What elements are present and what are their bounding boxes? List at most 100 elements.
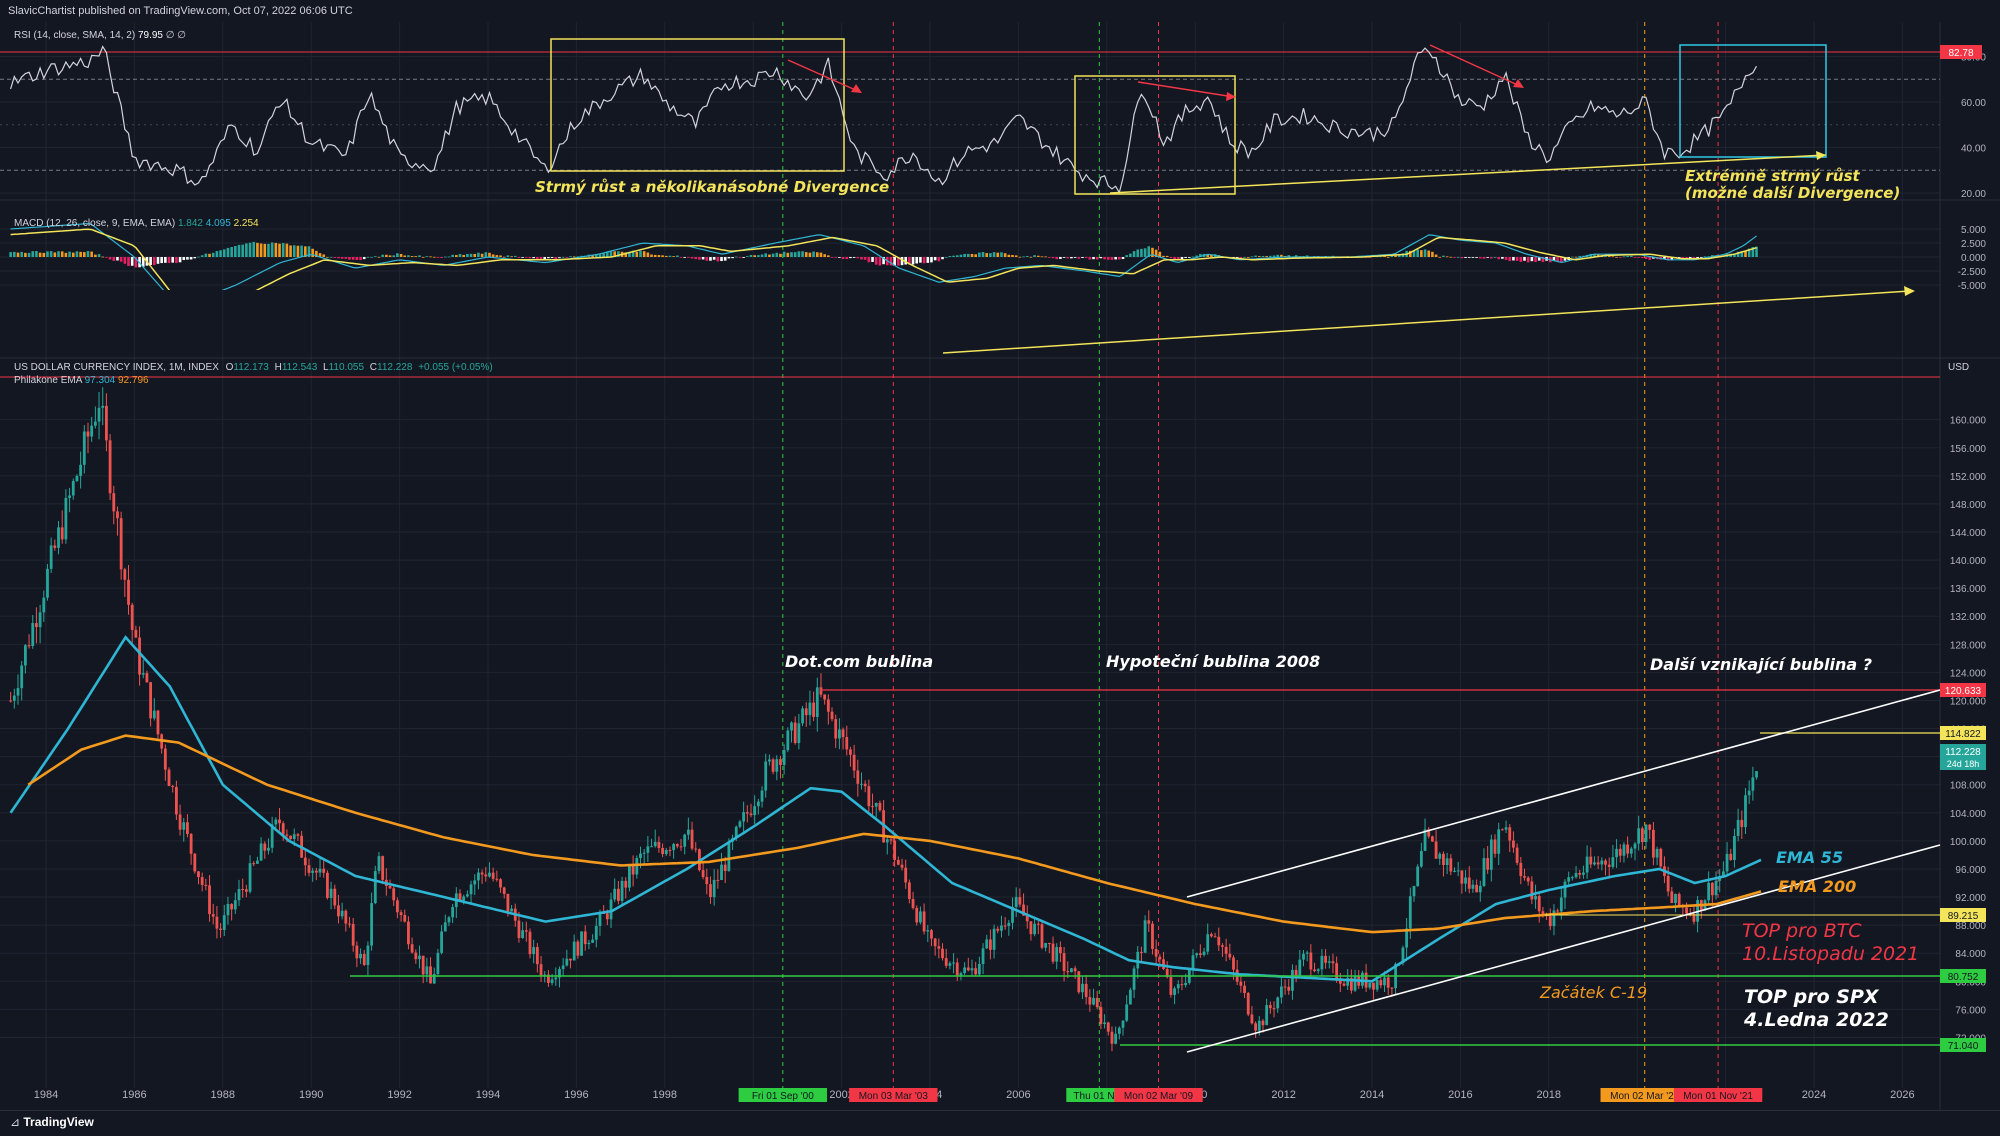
macd-hist-bar bbox=[543, 257, 547, 260]
macd-hist-bar bbox=[1688, 257, 1692, 259]
candle-body bbox=[583, 931, 587, 945]
candle-body bbox=[193, 853, 197, 872]
candle-body bbox=[86, 431, 90, 437]
candle-body bbox=[1534, 896, 1537, 900]
macd-hist-bar bbox=[285, 243, 289, 257]
candle-body bbox=[506, 893, 510, 912]
candle-body bbox=[712, 879, 716, 898]
macd-hist-bar bbox=[13, 251, 16, 257]
candle-body bbox=[992, 928, 996, 950]
candle-body bbox=[1431, 836, 1434, 842]
ema-title: Philakone EMA 97.304 92.796 bbox=[14, 375, 149, 386]
candle-body bbox=[786, 730, 790, 751]
candle-body bbox=[9, 700, 13, 702]
macd-hist-bar bbox=[701, 257, 705, 260]
candle-body bbox=[1515, 847, 1519, 863]
candle-body bbox=[1537, 896, 1541, 912]
macd-hist-bar bbox=[499, 255, 502, 257]
candle-body bbox=[1305, 952, 1309, 954]
macd-hist-bar bbox=[1630, 255, 1633, 257]
time-axis-label: 2006 bbox=[1006, 1089, 1030, 1101]
candle-body bbox=[1648, 824, 1652, 830]
macd-hist-bar bbox=[764, 253, 768, 257]
macd-hist-bar bbox=[1066, 257, 1070, 259]
candle-body bbox=[1390, 987, 1394, 989]
candle-body bbox=[830, 711, 834, 720]
macd-hist-bar bbox=[1294, 255, 1298, 257]
macd-hist-bar bbox=[116, 257, 119, 261]
candle-body bbox=[233, 900, 237, 910]
candle-body bbox=[1677, 893, 1681, 906]
channel-upper bbox=[1186, 689, 1941, 898]
macd-hist-bar bbox=[893, 257, 896, 266]
candle-body bbox=[517, 920, 521, 938]
price-axis-label: 92.000 bbox=[1955, 893, 1986, 904]
candle-body bbox=[1232, 957, 1235, 970]
annot-btc-2: 10.Listopadu 2021 bbox=[1742, 943, 1919, 965]
candle-body bbox=[764, 761, 768, 791]
candle-body bbox=[981, 948, 985, 964]
candle-body bbox=[145, 673, 149, 683]
time-axis-label: 1994 bbox=[476, 1089, 500, 1101]
candle-body bbox=[1103, 1022, 1106, 1025]
svg-text:120.633: 120.633 bbox=[1945, 686, 1982, 697]
candle-body bbox=[1729, 853, 1733, 860]
macd-trend-arrowhead bbox=[1904, 286, 1915, 296]
candle-body bbox=[1106, 1022, 1110, 1032]
macd-hist-bar bbox=[1246, 256, 1250, 258]
rsi-div-arrowhead-2 bbox=[1226, 92, 1236, 101]
candle-body bbox=[1210, 934, 1213, 937]
candle-body bbox=[1051, 943, 1055, 962]
macd-hist-bar bbox=[182, 257, 186, 261]
rsi-note-right-1: Extrémně strmý růst bbox=[1685, 167, 1860, 185]
macd-hist-bar bbox=[1368, 257, 1372, 258]
chart-canvas[interactable]: Strmý růst a několikanásobné Divergence … bbox=[0, 0, 2000, 1110]
candle-body bbox=[1600, 860, 1604, 865]
candle-body bbox=[1541, 911, 1545, 914]
macd-line bbox=[10, 222, 1757, 290]
macd-hist-bar bbox=[738, 257, 742, 258]
macd-hist-bar bbox=[1195, 255, 1198, 257]
candle-body bbox=[1202, 951, 1206, 955]
candle-body bbox=[436, 952, 440, 974]
price-axis-label: 132.000 bbox=[1950, 612, 1987, 623]
candle-body bbox=[745, 812, 749, 814]
candle-body bbox=[1058, 947, 1062, 954]
macd-hist-bar bbox=[1070, 257, 1073, 259]
macd-hist-bar bbox=[1062, 257, 1066, 258]
candle-body bbox=[1265, 1005, 1269, 1026]
rsi-panel: Strmý růst a několikanásobné Divergence … bbox=[0, 30, 1940, 202]
candle-body bbox=[919, 911, 922, 923]
candle-body bbox=[539, 964, 543, 977]
macd-hist-bar bbox=[241, 244, 244, 257]
candle-body bbox=[808, 702, 812, 716]
macd-hist-bar bbox=[373, 256, 377, 258]
candle-body bbox=[653, 841, 657, 847]
macd-hist-bar bbox=[941, 257, 944, 260]
candle-body bbox=[1331, 961, 1335, 964]
candle-body bbox=[443, 922, 447, 932]
tradingview-logo[interactable]: ⊿ TradingView bbox=[10, 1115, 94, 1129]
macd-hist-bar bbox=[9, 252, 12, 257]
candle-body bbox=[1386, 977, 1390, 988]
candle-body bbox=[465, 894, 469, 897]
macd-hist-bar bbox=[1644, 257, 1648, 260]
macd-hist-bar bbox=[1132, 251, 1136, 257]
candle-body bbox=[1158, 956, 1162, 960]
macd-hist-bar bbox=[1409, 250, 1412, 257]
candle-body bbox=[893, 840, 897, 860]
candle-body bbox=[237, 889, 241, 901]
annot-ema55: EMA 55 bbox=[1776, 848, 1843, 867]
macd-hist-bar bbox=[1501, 257, 1504, 259]
macd-hist-bar bbox=[112, 257, 116, 261]
price-axis-label: 84.000 bbox=[1955, 949, 1986, 960]
macd-hist-bar bbox=[970, 253, 974, 257]
candle-body bbox=[381, 856, 385, 880]
candle-body bbox=[1372, 982, 1375, 990]
macd-hist-bar bbox=[204, 253, 208, 257]
candle-body bbox=[480, 872, 484, 875]
candle-body bbox=[1353, 975, 1357, 991]
macd-hist-bar bbox=[709, 257, 712, 261]
candle-body bbox=[256, 860, 259, 864]
candle-body bbox=[200, 877, 204, 885]
